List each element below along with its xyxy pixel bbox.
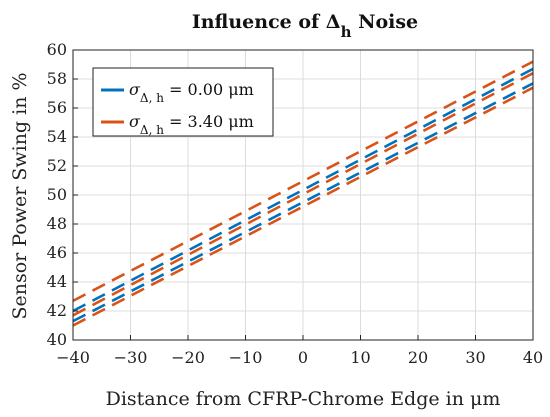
y-tick-label: 52 — [47, 156, 67, 175]
chart-title-sub: h — [341, 23, 352, 41]
y-tick-label: 46 — [47, 243, 67, 262]
chart-title-main: Influence of Δ — [192, 11, 341, 33]
y-tick-label: 48 — [47, 214, 67, 233]
x-tick-label: −10 — [229, 348, 263, 367]
legend: σΔ, h = 0.00 μm σΔ, h = 3.40 μm — [92, 67, 274, 137]
legend-entry-1: σΔ, h = 0.00 μm — [129, 80, 254, 105]
legend-box — [92, 67, 274, 137]
legend-entry-2: σΔ, h = 3.40 μm — [129, 112, 254, 137]
series-line-1 — [72, 82, 534, 323]
tick-labels: −40 −30 −20 −10 0 10 20 30 40 40 42 44 46 48 50 52 54 56 5… — [47, 40, 544, 367]
x-tick-label: −30 — [114, 348, 148, 367]
chart-title: Influence of Δh Noise — [192, 11, 418, 41]
grid — [72, 49, 534, 341]
y-tick-label: 42 — [47, 301, 67, 320]
series-layer — [72, 60, 534, 327]
x-tick-label: 20 — [408, 348, 428, 367]
x-tick-label: 30 — [465, 348, 485, 367]
y-tick-label: 54 — [47, 127, 67, 146]
y-tick-label: 40 — [47, 330, 67, 349]
y-tick-label: 58 — [47, 69, 67, 88]
x-tick-label: −20 — [171, 348, 205, 367]
x-tick-label: 40 — [523, 348, 543, 367]
y-tick-label: 60 — [47, 40, 67, 59]
x-tick-label: 10 — [350, 348, 370, 367]
x-axis-label: Distance from CFRP-Chrome Edge in μm — [106, 388, 501, 410]
y-tick-label: 44 — [47, 272, 67, 291]
series-line-2 — [72, 86, 534, 327]
y-tick-label: 50 — [47, 185, 67, 204]
x-tick-label: 0 — [298, 348, 308, 367]
y-tick-label: 56 — [47, 98, 67, 117]
y-axis-label: Sensor Power Swing in % — [9, 72, 31, 319]
chart-title-suffix: Noise — [351, 11, 418, 33]
x-tick-label: −40 — [56, 348, 90, 367]
